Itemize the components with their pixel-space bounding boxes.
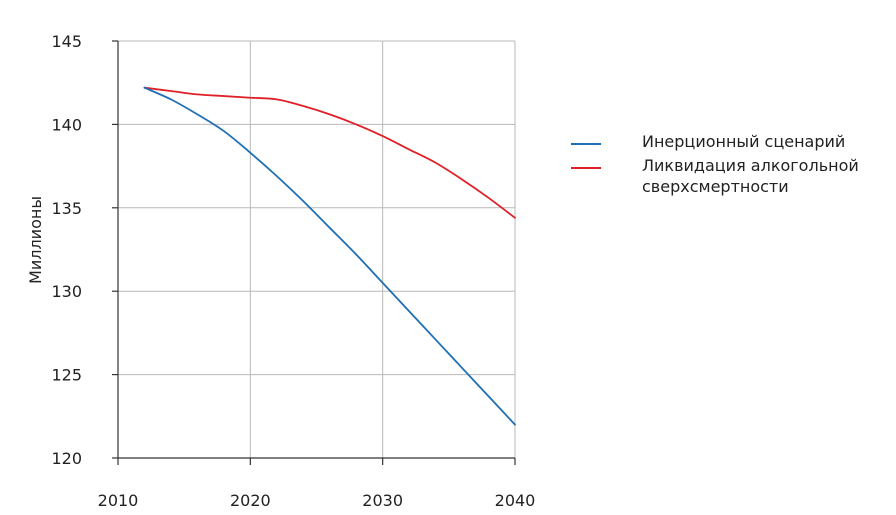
grid — [118, 40, 516, 458]
x-tick-label-2020: 2020 — [230, 491, 271, 510]
y-tick-label-135: 135 — [51, 199, 82, 218]
x-tick-label-2040: 2040 — [495, 491, 536, 510]
legend-label-alcohol: Ликвидация алкогольной сверхсмертности — [642, 156, 859, 196]
legend-label-inertial: Инерционный сценарий — [642, 132, 846, 151]
y-tick-label-145: 145 — [51, 32, 82, 51]
legend-swatch-alcohol — [571, 167, 601, 169]
x-tick-label-2030: 2030 — [362, 491, 403, 510]
tick-labels: 120 125 130 135 140 145 2010 2020 2030 2040 — [51, 32, 535, 510]
series-lines — [143, 86, 516, 426]
y-axis-label: Миллионы — [26, 196, 45, 284]
legend-swatch-inertial — [571, 143, 601, 145]
y-tick-label-120: 120 — [51, 449, 82, 468]
x-tick-label-2010: 2010 — [98, 491, 139, 510]
axes — [112, 40, 516, 465]
series-line-alcohol — [143, 86, 516, 219]
y-tick-label-140: 140 — [51, 115, 82, 134]
y-tick-label-130: 130 — [51, 282, 82, 301]
series-line-inertial — [143, 86, 516, 426]
y-tick-label-125: 125 — [51, 366, 82, 385]
